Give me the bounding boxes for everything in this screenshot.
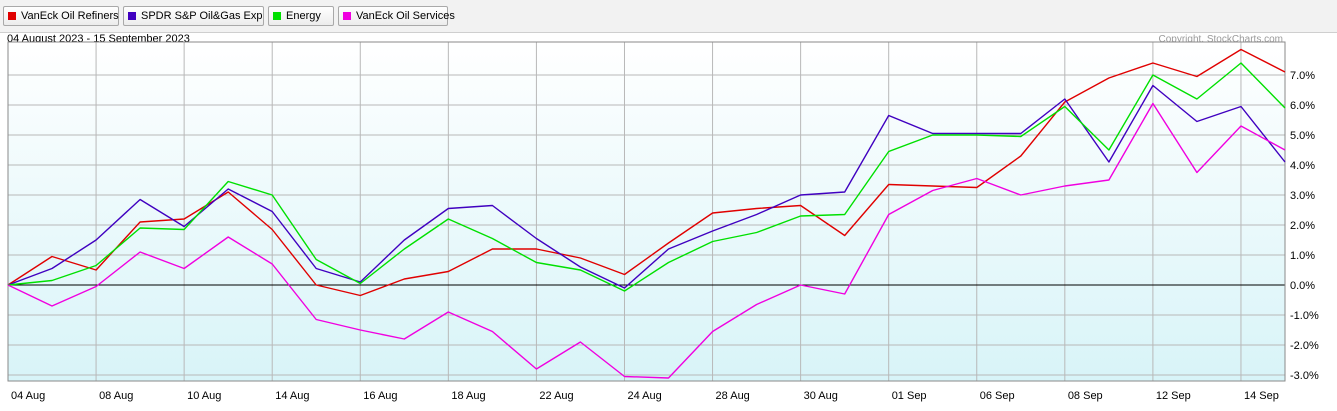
y-tick-label: -2.0% [1290,340,1319,352]
plot-background [8,42,1285,381]
x-tick-label: 18 Aug [451,390,485,402]
legend-swatch [273,12,281,20]
legend-label: VanEck Oil Services [356,10,455,22]
x-tick-label: 16 Aug [363,390,397,402]
legend-item-4[interactable]: VanEck Oil Services [338,6,455,26]
x-tick-label: 30 Aug [804,390,838,402]
x-tick-label: 24 Aug [627,390,661,402]
y-tick-label: 1.0% [1290,250,1315,262]
x-tick-label: 12 Sep [1156,390,1191,402]
y-tick-label: 2.0% [1290,220,1315,232]
legend-swatch [128,12,136,20]
x-tick-label: 14 Sep [1244,390,1279,402]
y-tick-label: 3.0% [1290,190,1315,202]
legend-item-2[interactable]: SPDR S&P Oil&Gas Exp [123,6,264,26]
legend-label: SPDR S&P Oil&Gas Exp [141,10,263,22]
y-tick-label: 0.0% [1290,280,1315,292]
x-tick-label: 08 Sep [1068,390,1103,402]
y-tick-label: -1.0% [1290,310,1319,322]
legend-label: VanEck Oil Refiners [21,10,119,22]
legend-label: Energy [286,10,321,22]
plot-frame [7,41,1286,382]
legend-item-3[interactable]: Energy [268,6,334,26]
x-tick-label: 04 Aug [11,390,45,402]
y-tick-label: -3.0% [1290,370,1319,382]
x-tick-label: 14 Aug [275,390,309,402]
series-line-1 [7,48,1286,297]
x-tick-label: 01 Sep [892,390,927,402]
x-tick-label: 28 Aug [716,390,750,402]
x-tick-label: 22 Aug [539,390,573,402]
x-tick-label: 10 Aug [187,390,221,402]
y-tick-label: 4.0% [1290,160,1315,172]
y-tick-label: 7.0% [1290,70,1315,82]
y-tick-label: 6.0% [1290,100,1315,112]
copyright-text: Copyright, StockCharts.com [1159,34,1284,45]
x-tick-label: 08 Aug [99,390,133,402]
series-line-4 [7,102,1286,379]
legend-swatch [8,12,16,20]
x-tick-label: 06 Sep [980,390,1015,402]
y-tick-label: 5.0% [1290,130,1315,142]
legend-item-1[interactable]: VanEck Oil Refiners [3,6,119,26]
series-line-3 [7,62,1286,292]
legend-swatch [343,12,351,20]
price-performance-chart: 04 August 2023 - 15 September 2023 Copyr… [7,33,1319,402]
legend-bar: VanEck Oil Refiners SPDR S&P Oil&Gas Exp E… [0,0,1337,33]
series-line-2 [7,84,1286,289]
